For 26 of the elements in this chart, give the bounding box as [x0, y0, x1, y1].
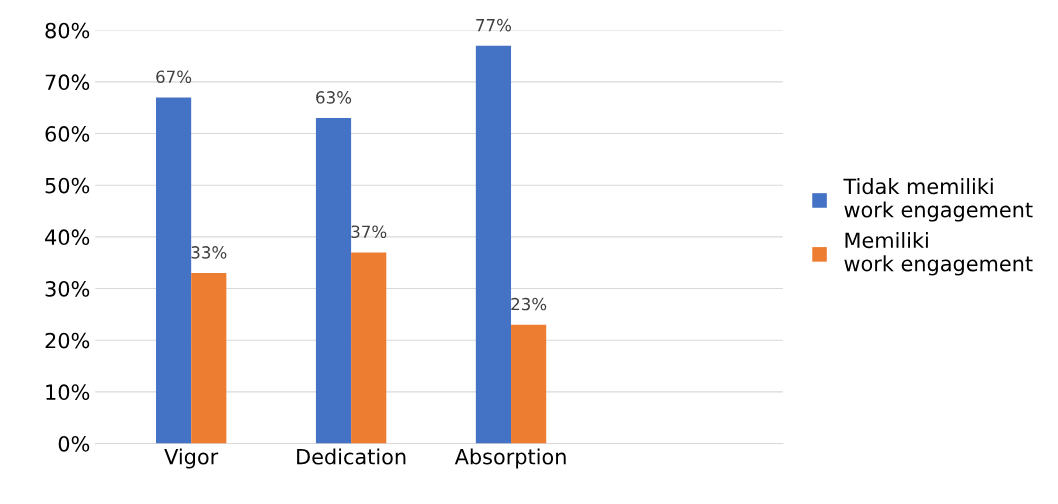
- bar: [191, 273, 227, 444]
- data-label: 67%: [156, 70, 192, 84]
- y-tick-label: 50%: [45, 177, 90, 194]
- bar: [475, 45, 512, 444]
- y-tick-label: 30%: [45, 280, 90, 297]
- data-label: 33%: [191, 246, 227, 259]
- y-tick-label: 40%: [45, 229, 90, 246]
- x-tick-label: Absorption: [454, 448, 566, 469]
- x-tick-label: Dedication: [297, 448, 406, 465]
- legend-label: Memiliki work engagement: [844, 232, 1033, 276]
- bar: [511, 324, 547, 444]
- bar: [351, 252, 387, 444]
- y-tick-label: 70%: [45, 74, 90, 91]
- data-label: 63%: [316, 91, 352, 104]
- legend-label: Tidak memiliki work engagement: [843, 178, 1033, 222]
- y-tick-label: 80%: [45, 22, 90, 39]
- y-tick-label: 20%: [45, 332, 90, 349]
- y-tick-label: 10%: [46, 384, 90, 401]
- bar: [315, 118, 352, 444]
- y-tick-label: 0%: [58, 435, 90, 452]
- data-label: 23%: [511, 297, 547, 311]
- data-label: 37%: [351, 225, 387, 239]
- bar: [155, 97, 192, 444]
- x-tick-label: Vigor: [164, 448, 219, 469]
- y-tick-label: 60%: [45, 126, 90, 142]
- data-label: 77%: [476, 18, 512, 32]
